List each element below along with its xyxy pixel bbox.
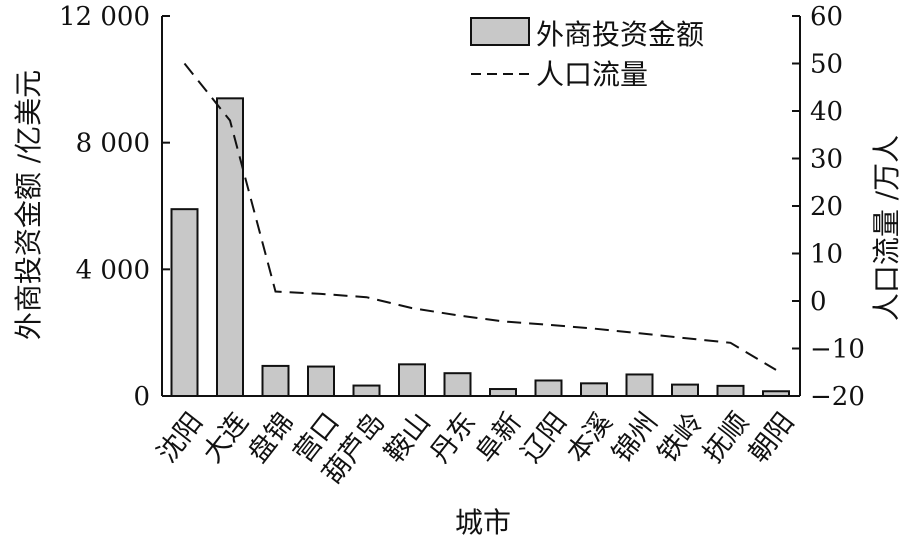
legend-line-label: 人口流量: [536, 58, 648, 91]
right-axis-label: 人口流量 /万人: [870, 135, 903, 321]
x-tick-label: 辽阳: [515, 407, 573, 469]
x-axis-label: 城市: [455, 506, 511, 539]
bar: [580, 382, 608, 398]
bar: [443, 372, 472, 398]
legend-bar-label: 外商投资金额: [536, 18, 704, 51]
population-flow-line: [183, 62, 777, 371]
right-tick-label: 30: [810, 145, 843, 175]
left-tick-label: 4 000: [76, 255, 150, 285]
x-tick-label: 大连: [197, 407, 255, 469]
right-tick-label: 10: [810, 240, 843, 270]
x-tick-label: 沈阳: [151, 407, 209, 469]
right-tick-label: 40: [810, 97, 843, 127]
right-tick-labels: −20 −10 0 10 20 30 40 50 60: [792, 2, 865, 412]
x-tick-label: 铁岭: [652, 407, 710, 469]
x-tick-label: 鞍山: [379, 407, 437, 469]
right-tick-label: 0: [810, 287, 827, 317]
left-axis-label: 外商投资金额 /亿美元: [12, 70, 45, 340]
left-tick-labels: 0 4 000 8 000 12 000: [59, 2, 170, 412]
x-tick-label: 锦州: [606, 407, 664, 469]
right-tick-label: 50: [810, 50, 843, 80]
bar: [534, 379, 563, 398]
investment-bars: [170, 97, 790, 398]
right-tick-label: −20: [810, 382, 865, 412]
bar: [352, 384, 381, 397]
bar: [716, 384, 745, 398]
bar: [671, 383, 699, 398]
legend: 外商投资金额 人口流量: [470, 17, 704, 91]
bar: [307, 365, 335, 397]
right-tick-label: 60: [810, 2, 843, 32]
x-tick-label: 朝阳: [743, 407, 801, 469]
right-tick-label: 20: [810, 192, 843, 222]
x-tick-label: 盘锦: [242, 407, 300, 469]
left-tick-label: 12 000: [59, 2, 150, 32]
left-tick-label: 0: [133, 382, 150, 412]
bar: [170, 208, 199, 397]
x-tick-label: 丹东: [424, 407, 482, 469]
x-tick-label: 抚顺: [697, 407, 755, 469]
bar: [489, 388, 517, 397]
x-tick-label: 本溪: [561, 407, 619, 469]
bar: [625, 373, 654, 398]
bar: [398, 363, 426, 398]
legend-bar-swatch: [470, 17, 530, 46]
bar: [216, 97, 244, 397]
left-tick-label: 8 000: [76, 129, 150, 159]
bar: [261, 364, 290, 397]
x-tick-label: 阜新: [470, 407, 528, 469]
right-tick-label: −10: [810, 335, 865, 365]
